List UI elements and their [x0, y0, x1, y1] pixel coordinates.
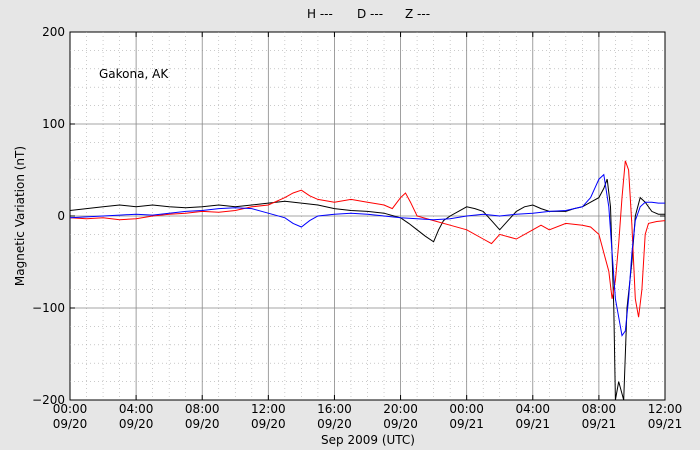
series-line-d — [70, 160, 665, 318]
x-tick-date-label: 09/21 — [449, 417, 484, 431]
location-annotation: Gakona, AK — [99, 67, 169, 81]
x-tick-date-label: 09/20 — [119, 417, 154, 431]
x-tick-time-label: 12:00 — [648, 402, 683, 416]
x-tick-time-label: 00:00 — [449, 402, 484, 416]
y-tick-label: −200 — [32, 393, 65, 407]
legend-entry-h: H --- — [307, 7, 333, 21]
y-axis-label: Magnetic Variation (nT) — [13, 146, 27, 286]
legend-entry-d: D --- — [357, 7, 383, 21]
x-tick-time-label: 04:00 — [119, 402, 154, 416]
legend-entry-z: Z --- — [405, 7, 430, 21]
x-tick-date-label: 09/20 — [317, 417, 352, 431]
y-tick-label: 0 — [57, 209, 65, 223]
x-tick-date-label: 09/20 — [185, 417, 220, 431]
x-tick-date-label: 09/20 — [383, 417, 418, 431]
y-tick-label: 200 — [42, 25, 65, 39]
series-layer — [70, 160, 665, 400]
x-tick-time-label: 16:00 — [317, 402, 352, 416]
x-tick-date-label: 09/21 — [648, 417, 683, 431]
x-tick-date-label: 09/20 — [251, 417, 286, 431]
y-tick-label: 100 — [42, 117, 65, 131]
x-tick-date-label: 09/20 — [53, 417, 88, 431]
x-tick-time-label: 20:00 — [383, 402, 418, 416]
x-tick-time-label: 08:00 — [582, 402, 617, 416]
x-tick-date-label: 09/21 — [582, 417, 617, 431]
x-axis-ticks: 00:0009/2004:0009/2008:0009/2012:0009/20… — [53, 32, 683, 431]
legend: H --- D --- Z --- — [307, 7, 430, 21]
x-tick-time-label: 04:00 — [515, 402, 550, 416]
x-axis-label: Sep 2009 (UTC) — [321, 433, 415, 447]
y-axis-ticks: 200 100 0 −100 −200 — [32, 25, 665, 407]
series-line-z — [70, 173, 665, 337]
major-grid — [70, 32, 665, 400]
x-tick-time-label: 12:00 — [251, 402, 286, 416]
x-tick-time-label: 00:00 — [53, 402, 88, 416]
y-tick-label: −100 — [32, 301, 65, 315]
x-tick-date-label: 09/21 — [515, 417, 550, 431]
series-line-h — [70, 179, 665, 400]
x-tick-time-label: 08:00 — [185, 402, 220, 416]
